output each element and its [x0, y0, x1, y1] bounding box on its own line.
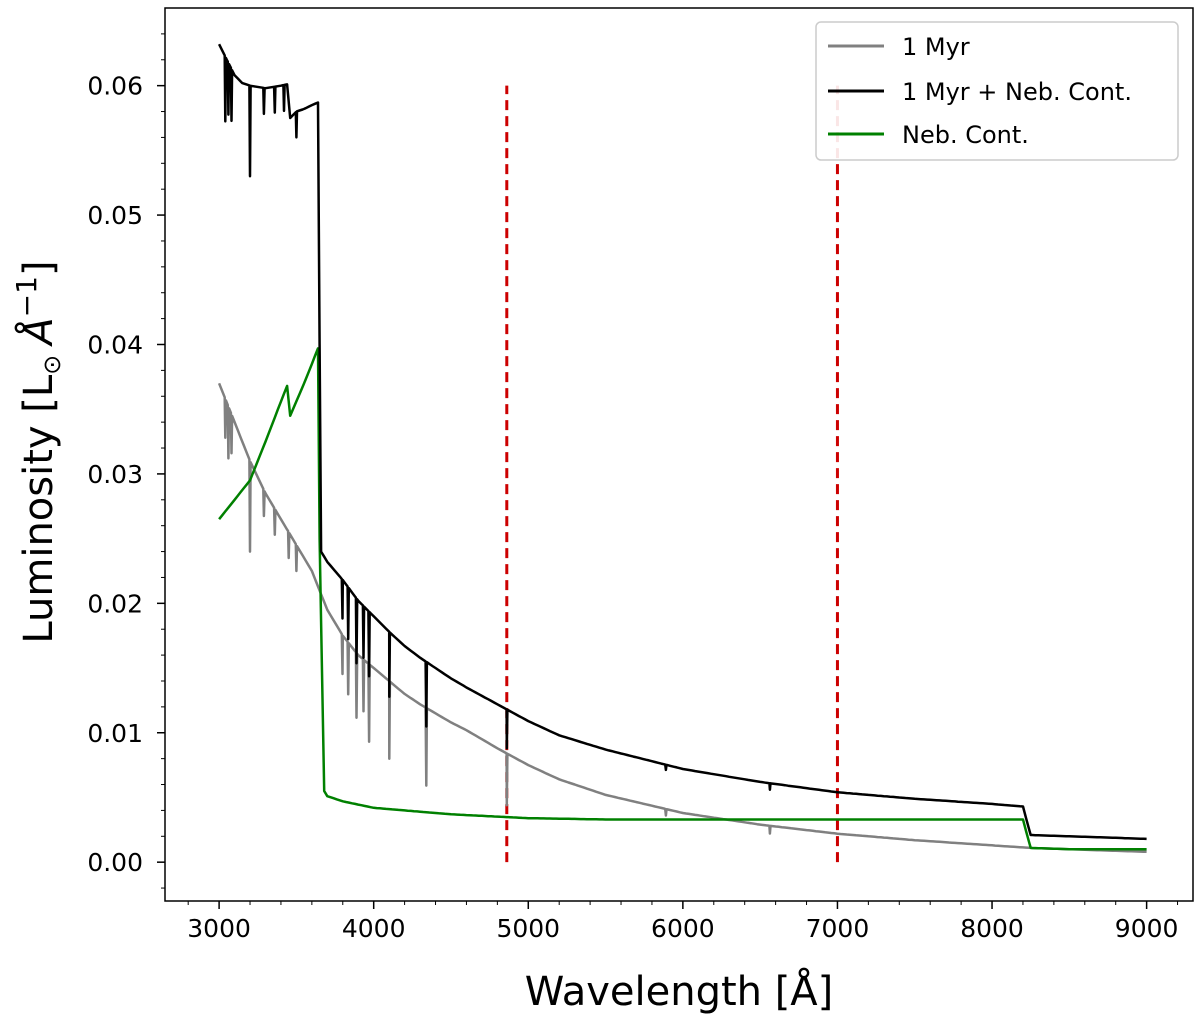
legend-label-neb-cont: Neb. Cont.: [902, 121, 1029, 149]
legend: 1 Myr 1 Myr + Neb. Cont. Neb. Cont.: [815, 21, 1179, 161]
axis-ticks: 3000 4000 5000 6000 7000 8000 9000 0.00 0.01 0.02…: [87, 33, 1179, 943]
legend-label-1-myr-neb-cont: 1 Myr + Neb. Cont.: [902, 78, 1132, 106]
y-axis-title-exponent: −1: [10, 276, 43, 317]
series-line: [218, 347, 1147, 851]
x-tick-label: 8000: [960, 914, 1024, 943]
x-tick-label: 9000: [1115, 914, 1179, 943]
x-axis-title: Wavelength [Å]: [525, 967, 834, 1015]
y-tick-label: 0.02: [87, 589, 143, 618]
series-line: [217, 43, 1147, 841]
plot-frame: [164, 7, 1194, 902]
y-axis-title-suffix: ]: [16, 260, 62, 276]
series-layer: [217, 43, 1147, 854]
x-tick-label: 6000: [651, 914, 715, 943]
y-tick-label: 0.05: [87, 201, 143, 230]
x-tick-label: 5000: [496, 914, 560, 943]
x-tick-label: 4000: [342, 914, 406, 943]
legend-box: [815, 21, 1179, 161]
y-axis-title: Luminosity [L⊙ Å−1]: [10, 260, 66, 643]
x-tick-label: 3000: [187, 914, 251, 943]
y-tick-label: 0.03: [87, 460, 143, 489]
series-line: [217, 382, 1147, 854]
reference-lines: [505, 85, 839, 863]
y-tick-label: 0.01: [87, 719, 143, 748]
y-axis-title-sun-symbol: ⊙: [38, 355, 66, 375]
y-tick-label: 0.00: [87, 848, 143, 877]
y-tick-label: 0.06: [87, 72, 143, 101]
y-tick-label: 0.04: [87, 330, 143, 359]
legend-label-1-myr: 1 Myr: [902, 33, 970, 61]
y-axis-title-prefix: Luminosity [L: [16, 374, 62, 643]
y-axis-title-unit: Å: [14, 317, 62, 347]
x-tick-label: 7000: [806, 914, 870, 943]
